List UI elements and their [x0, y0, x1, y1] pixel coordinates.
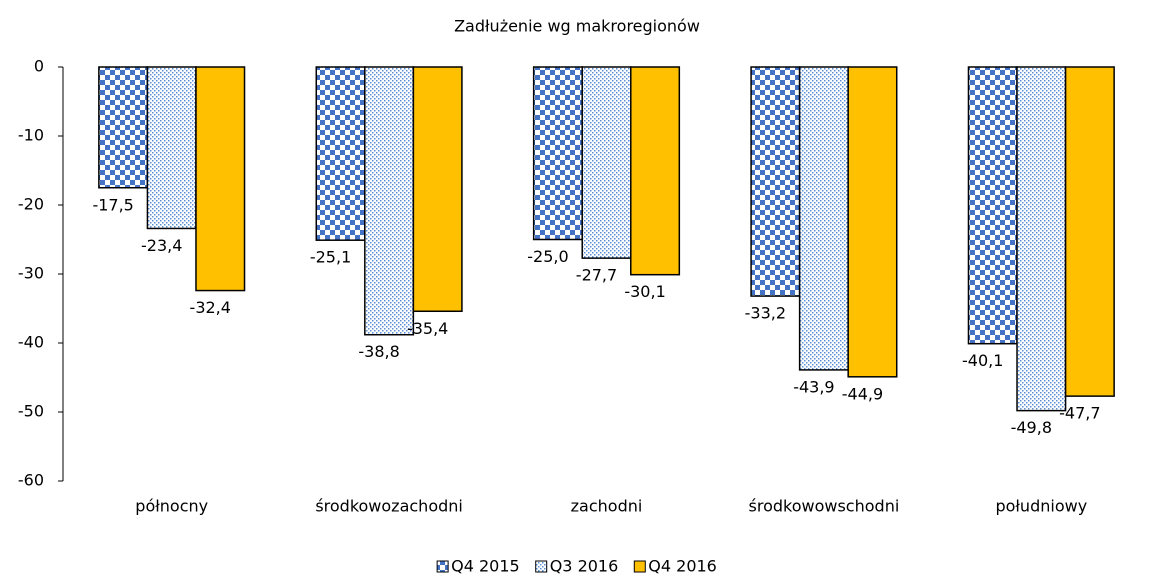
- bar: [581, 66, 632, 259]
- value-label: -33,2: [745, 304, 786, 323]
- bar: [146, 66, 197, 230]
- legend-label: Q4 2016: [648, 557, 717, 576]
- value-label: -23,4: [141, 236, 182, 255]
- value-label: -38,8: [358, 342, 399, 361]
- value-label: -25,0: [527, 247, 568, 266]
- legend-label: Q3 2016: [550, 557, 619, 576]
- bar: [798, 66, 849, 371]
- bar: [364, 66, 415, 336]
- bar: [967, 66, 1018, 345]
- legend-swatch: [535, 560, 548, 573]
- y-tick-label: -30: [18, 264, 44, 283]
- x-tick-label: środkowozachodni: [315, 497, 463, 516]
- value-label: -25,1: [310, 248, 351, 267]
- value-label: -43,9: [793, 377, 834, 396]
- value-label: -35,4: [407, 319, 448, 338]
- value-label: -44,9: [842, 384, 883, 403]
- value-label: -17,5: [92, 195, 133, 214]
- bar: [750, 66, 801, 297]
- bar: [1016, 66, 1067, 412]
- legend-label: Q4 2015: [451, 557, 520, 576]
- bar: [630, 66, 681, 276]
- value-label: -47,7: [1059, 404, 1100, 423]
- bar: [1064, 66, 1115, 397]
- value-label: -32,4: [190, 298, 231, 317]
- legend-swatch: [633, 560, 646, 573]
- y-tick-label: -50: [18, 402, 44, 421]
- y-tick-label: -20: [18, 195, 44, 214]
- y-tick-label: -60: [18, 471, 44, 490]
- y-tick-label: -40: [18, 333, 44, 352]
- x-tick-label: północny: [135, 497, 208, 516]
- bar: [315, 66, 366, 241]
- bar: [847, 66, 898, 378]
- x-tick-label: południowy: [995, 497, 1087, 516]
- legend-swatch: [436, 560, 449, 573]
- value-label: -30,1: [624, 282, 665, 301]
- bar: [195, 66, 246, 292]
- bar: [532, 66, 583, 241]
- chart-title: Zadłużenie wg makroregionów: [454, 17, 700, 36]
- x-tick-label: środkowowschodni: [749, 497, 900, 516]
- y-tick-label: -10: [18, 126, 44, 145]
- x-tick-label: zachodni: [571, 497, 643, 516]
- value-label: -27,7: [576, 266, 617, 285]
- bar: [412, 66, 463, 313]
- y-tick-label: 0: [34, 57, 44, 76]
- value-label: -40,1: [962, 351, 1003, 370]
- value-label: -49,8: [1011, 418, 1052, 437]
- bar: [98, 66, 149, 189]
